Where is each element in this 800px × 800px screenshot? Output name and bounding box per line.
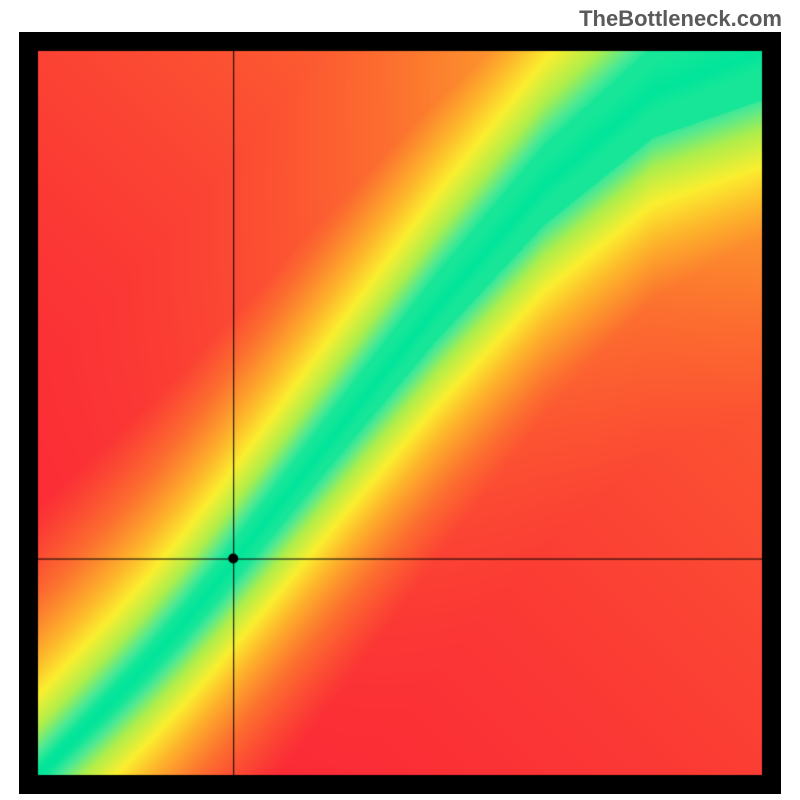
heatmap-plot — [19, 32, 781, 794]
watermark-text: TheBottleneck.com — [579, 6, 782, 32]
